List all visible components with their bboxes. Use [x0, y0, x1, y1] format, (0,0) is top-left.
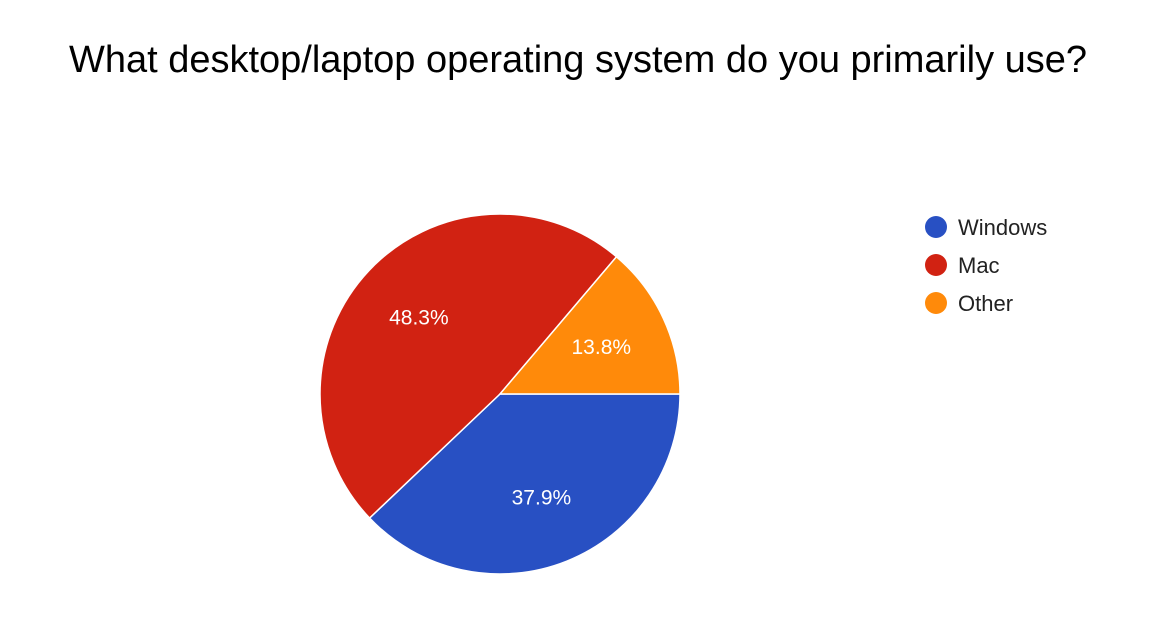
pie-slice-other[interactable] — [498, 255, 681, 395]
pie-slice-windows[interactable] — [368, 393, 681, 575]
legend-swatch-windows[interactable] — [925, 216, 947, 238]
slice-label-mac: 48.3% — [389, 306, 449, 329]
legend-label-other[interactable]: Other — [958, 291, 1013, 316]
pie-slices — [319, 213, 681, 575]
legend-swatch-other[interactable] — [925, 292, 947, 314]
legend-label-mac[interactable]: Mac — [958, 253, 1000, 278]
legend-swatch-mac[interactable] — [925, 254, 947, 276]
chart-title: What desktop/laptop operating system do … — [69, 39, 1087, 81]
slice-label-other: 13.8% — [572, 336, 632, 359]
legend-label-windows[interactable]: Windows — [958, 215, 1047, 240]
legend: Windows Mac Other — [925, 215, 1047, 316]
pie-slice-mac[interactable] — [319, 213, 618, 520]
slice-label-windows: 37.9% — [512, 487, 572, 510]
pie-slice-labels: 37.9% 48.3% 13.8% — [389, 306, 631, 509]
